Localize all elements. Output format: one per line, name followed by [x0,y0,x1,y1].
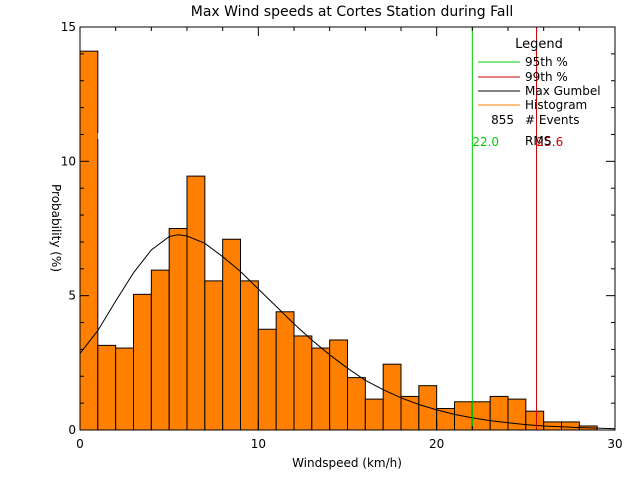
watermark: Made on 18 Jul 2025 [97,132,179,141]
histogram-bar [257,328,277,431]
histogram-bar [133,293,152,431]
histogram-bar [471,401,491,431]
histogram-bar [311,347,331,431]
x-tick-label: 20 [429,437,444,451]
histogram-bar [240,280,259,431]
legend-p95-label: 95th % [525,55,568,69]
chart-title: Max Wind speeds at Cortes Station during… [191,4,514,20]
y-tick-labels: 0 5 10 15 [61,20,76,437]
histogram-bar [150,269,170,431]
x-tick-label: 30 [607,437,622,451]
histogram-bar [364,398,384,431]
legend-gumbel-label: Max Gumbel [525,84,601,98]
legend-rms-label: RMS [525,134,551,148]
x-tick-labels: 0 10 20 30 [76,437,622,451]
histogram-bar [561,421,580,431]
axis-ticks [79,26,616,431]
gumbel-curve-group [79,234,616,430]
gumbel-curve [79,234,616,430]
percentile-lines [471,27,538,430]
legend-events-count: 855 [491,113,514,127]
histogram-bar [293,335,313,431]
legend: Legend 95th % 99th % Max Gumbel Histogra… [478,37,601,148]
histogram-bar [489,395,509,431]
histogram-bar [329,339,348,431]
histogram-bar [115,347,134,431]
x-axis-label: Windspeed (km/h) [292,456,402,470]
histogram-bars [79,50,598,431]
histogram-bar [347,377,366,431]
x-tick-label: 10 [251,437,266,451]
x-tick-label: 0 [76,437,84,451]
y-tick-label: 0 [68,423,76,437]
y-tick-label: 15 [61,20,76,34]
histogram-bar [222,238,242,431]
p95-value-label: 22.0 [472,135,499,149]
histogram-bar [168,228,188,431]
histogram-bar [525,410,545,431]
legend-title: Legend [515,37,563,52]
p99-value-label: 25.6 [537,135,564,149]
y-tick-label: 5 [68,289,76,303]
y-axis-label: Probability (%) [49,184,63,272]
histogram-bar [97,344,117,431]
histogram-bar [275,311,295,431]
histogram-bar [186,175,206,431]
legend-events-label: # Events [525,113,580,127]
legend-histogram-label: Histogram [525,98,587,112]
histogram-bar [204,280,224,431]
y-tick-label: 10 [61,154,76,168]
histogram-bar [418,385,438,431]
legend-p99-label: 99th % [525,70,568,84]
histogram-bar [507,398,527,431]
plot-frame [79,26,616,431]
